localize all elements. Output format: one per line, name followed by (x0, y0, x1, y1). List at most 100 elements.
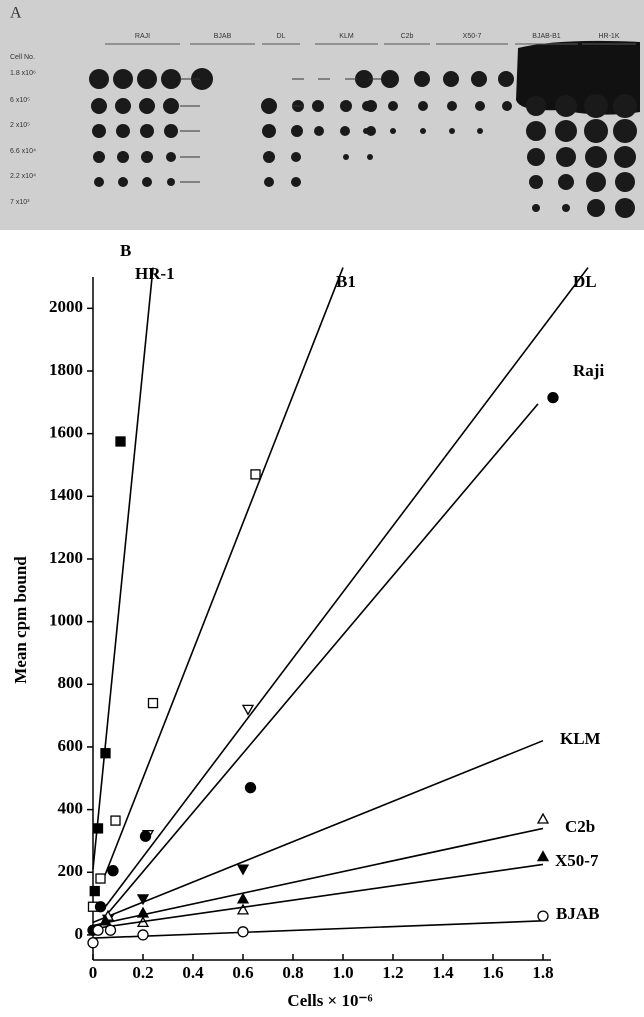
data-point (90, 887, 99, 896)
blot-dot (312, 100, 324, 112)
blot-dot (113, 69, 133, 89)
column-label: X50-7 (463, 33, 482, 40)
blot-dot (414, 71, 430, 87)
blot-dot (555, 120, 577, 142)
series-label: KLM (560, 729, 601, 748)
blot-dot (89, 69, 109, 89)
blot-dot (262, 124, 276, 138)
fit-line (93, 864, 543, 928)
data-point (138, 930, 148, 940)
panel-b-label: B (120, 241, 131, 260)
blot-dot (340, 126, 350, 136)
blot-dot (471, 71, 487, 87)
blot-dot (527, 148, 545, 166)
blot-dot (263, 151, 275, 163)
blot-dot (362, 101, 372, 111)
blot-dot (261, 98, 277, 114)
row-label: 2 x10⁵ (10, 122, 30, 129)
blot-dot (526, 96, 546, 116)
column-label: C2b (401, 33, 414, 40)
blot-dot (139, 98, 155, 114)
blot-dot (418, 101, 428, 111)
blot-dot (291, 177, 301, 187)
column-label: HR-1K (598, 33, 619, 40)
y-tick-label: 400 (58, 799, 84, 818)
blot-dot (555, 95, 577, 117)
blot-dot (475, 101, 485, 111)
blot-dot (562, 204, 570, 212)
x-tick-label: 0.8 (282, 963, 303, 982)
figure: A Cell No. B Cells × 10⁻⁶ Mean cpm bound… (0, 0, 644, 1017)
data-point (116, 437, 125, 446)
blot-dot (118, 177, 128, 187)
series-label: X50-7 (555, 851, 599, 870)
data-point (96, 902, 106, 912)
y-tick-label: 1000 (49, 611, 83, 630)
series-label: BJAB (556, 904, 599, 923)
data-point (111, 816, 120, 825)
fit-line (106, 404, 539, 916)
blot-dot (167, 178, 175, 186)
data-point (141, 831, 151, 841)
series-label: HR-1 (135, 264, 175, 283)
y-tick-label: 1800 (49, 360, 83, 379)
blot-dot (615, 172, 635, 192)
data-point (538, 911, 548, 921)
data-point (548, 393, 558, 403)
x-tick-label: 0.2 (132, 963, 153, 982)
data-point (93, 925, 103, 935)
panel-a-label: A (10, 5, 22, 22)
blot-dot (420, 128, 426, 134)
blot-dot (584, 119, 608, 143)
blot-dot (613, 119, 637, 143)
blot-dot (91, 98, 107, 114)
x-tick-label: 0.6 (232, 963, 253, 982)
blot-dot (381, 70, 399, 88)
blot-dot (93, 151, 105, 163)
blot-dot (166, 152, 176, 162)
blot-dot (264, 177, 274, 187)
blot-dot (140, 124, 154, 138)
fit-line (103, 268, 588, 910)
column-label: KLM (339, 33, 354, 40)
x-tick-label: 0 (89, 963, 98, 982)
data-point (538, 814, 548, 823)
data-point (538, 852, 548, 861)
series-label: DL (573, 272, 597, 291)
blot-dot (314, 126, 324, 136)
data-point (238, 894, 248, 903)
y-tick-label: 2000 (49, 297, 83, 316)
blot-dot (390, 128, 396, 134)
fit-line (93, 268, 153, 870)
data-point (108, 866, 118, 876)
blot-dot (116, 124, 130, 138)
blot-dot (532, 204, 540, 212)
blot-dot (558, 174, 574, 190)
fit-line (93, 828, 543, 925)
blot-dot (587, 199, 605, 217)
blot-dot (343, 154, 349, 160)
row-label: 6 x10⁵ (10, 97, 30, 104)
blot-dot (498, 71, 514, 87)
data-point (96, 874, 105, 883)
row-label: 2.2 x10⁴ (10, 173, 36, 180)
blot-dot (291, 152, 301, 162)
fit-line (93, 741, 543, 923)
series-label: B1 (336, 272, 356, 291)
blot-dot (94, 177, 104, 187)
blot-dot (584, 94, 608, 118)
data-point (246, 783, 256, 793)
blot-dot (142, 177, 152, 187)
blot-dot (613, 94, 637, 118)
fit-line (93, 921, 543, 938)
column-label: BJAB-B1 (532, 33, 561, 40)
data-point (238, 865, 248, 874)
row-label: 7 x10³ (10, 199, 30, 206)
data-point (238, 927, 248, 937)
x-tick-label: 1.2 (382, 963, 403, 982)
blot-dot (92, 124, 106, 138)
y-tick-label: 1400 (49, 485, 83, 504)
y-tick-label: 800 (58, 673, 84, 692)
series-label: C2b (565, 817, 595, 836)
blot-dot (388, 101, 398, 111)
